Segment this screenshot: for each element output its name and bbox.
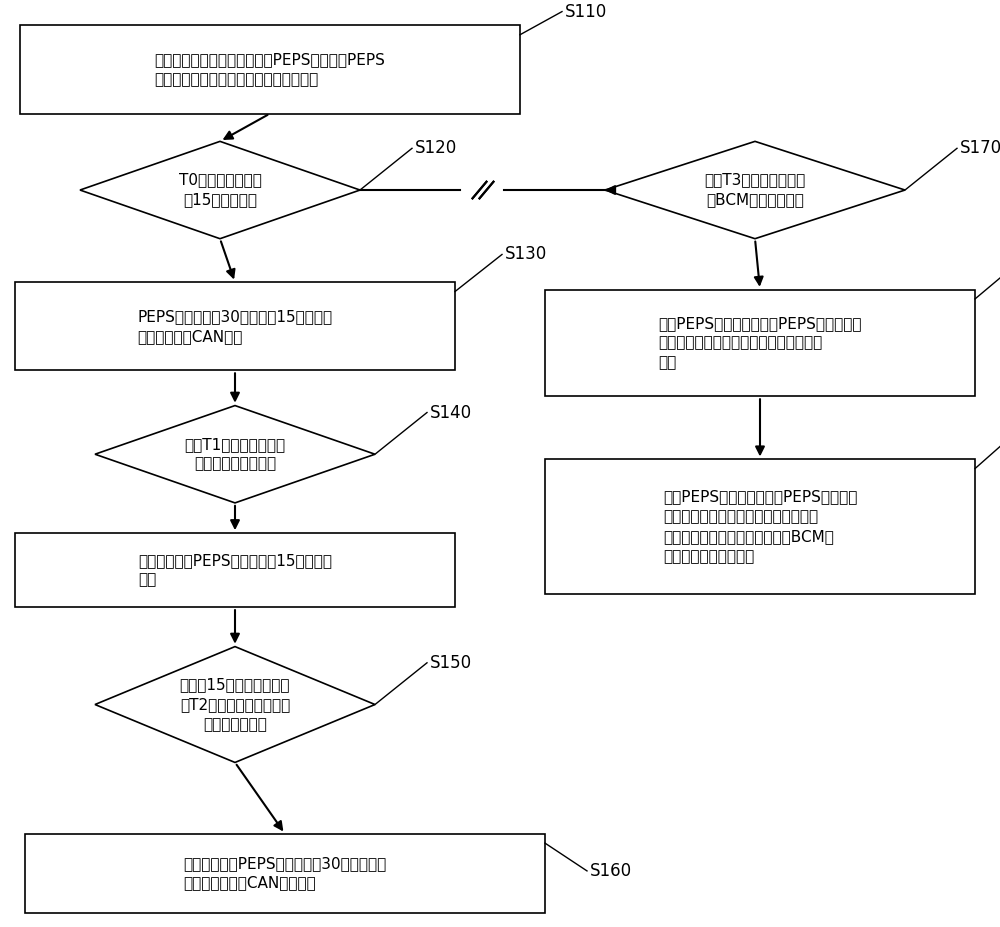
Bar — [15, 533, 455, 607]
Text: 发送PEPS休眠报文，控制PEPS控制器进入
休眠状态，同步休眠链式网络中的其余控
制器: 发送PEPS休眠报文，控制PEPS控制器进入 休眠状态，同步休眠链式网络中的其余… — [658, 316, 862, 370]
Bar — [25, 834, 545, 912]
Text: S120: S120 — [415, 139, 457, 158]
Text: 发送报文请求PEPS控制器停止15电继电器
驱动: 发送报文请求PEPS控制器停止15电继电器 驱动 — [138, 552, 332, 588]
Bar — [545, 460, 975, 594]
Text: 发送PEPS休眠报文，控制PEPS控制器进
入休眠状态，同步休眠链式网络中的其
余控制器，并驱动点亮所检测到BCM外
部唤醒信号的相应灯管: 发送PEPS休眠报文，控制PEPS控制器进 入休眠状态，同步休眠链式网络中的其 … — [663, 489, 857, 564]
Text: S140: S140 — [430, 403, 472, 422]
Text: 判断在15电继电器停止驱
动T2时间内是否检测到外
部基本操作信号: 判断在15电继电器停止驱 动T2时间内是否检测到外 部基本操作信号 — [180, 678, 290, 731]
Text: S170: S170 — [960, 139, 1000, 158]
Bar — [15, 283, 455, 371]
Text: S150: S150 — [430, 654, 472, 672]
Text: S160: S160 — [590, 862, 632, 880]
Text: 发送报文请求PEPS控制器停止30电继电器驱
动，并控制整车CAN网络休眠: 发送报文请求PEPS控制器停止30电继电器驱 动，并控制整车CAN网络休眠 — [183, 856, 387, 891]
Text: T0时间内是否检测
到15电开关信号: T0时间内是否检测 到15电开关信号 — [179, 172, 261, 208]
Bar — [545, 290, 975, 397]
Text: S130: S130 — [505, 246, 547, 263]
Text: 判断T3时间内是否检测
到BCM外部唤醒信号: 判断T3时间内是否检测 到BCM外部唤醒信号 — [704, 172, 806, 208]
Text: 检测到微动开关触发后，唤醒PEPS控制器，PEPS
控制器同步唤醒链式网络中的其余控制器: 检测到微动开关触发后，唤醒PEPS控制器，PEPS 控制器同步唤醒链式网络中的其… — [155, 52, 385, 87]
Polygon shape — [95, 406, 375, 502]
Text: S110: S110 — [565, 3, 607, 20]
Bar — [20, 26, 520, 113]
Text: PEPS控制器控制30继电器和15继电器吸
合，唤醒整车CAN网络: PEPS控制器控制30继电器和15继电器吸 合，唤醒整车CAN网络 — [137, 309, 333, 344]
Polygon shape — [95, 647, 375, 762]
Polygon shape — [80, 141, 360, 239]
Polygon shape — [605, 141, 905, 239]
Text: 判断T1时间内是否检测
到外部基本操作信号: 判断T1时间内是否检测 到外部基本操作信号 — [184, 437, 286, 472]
